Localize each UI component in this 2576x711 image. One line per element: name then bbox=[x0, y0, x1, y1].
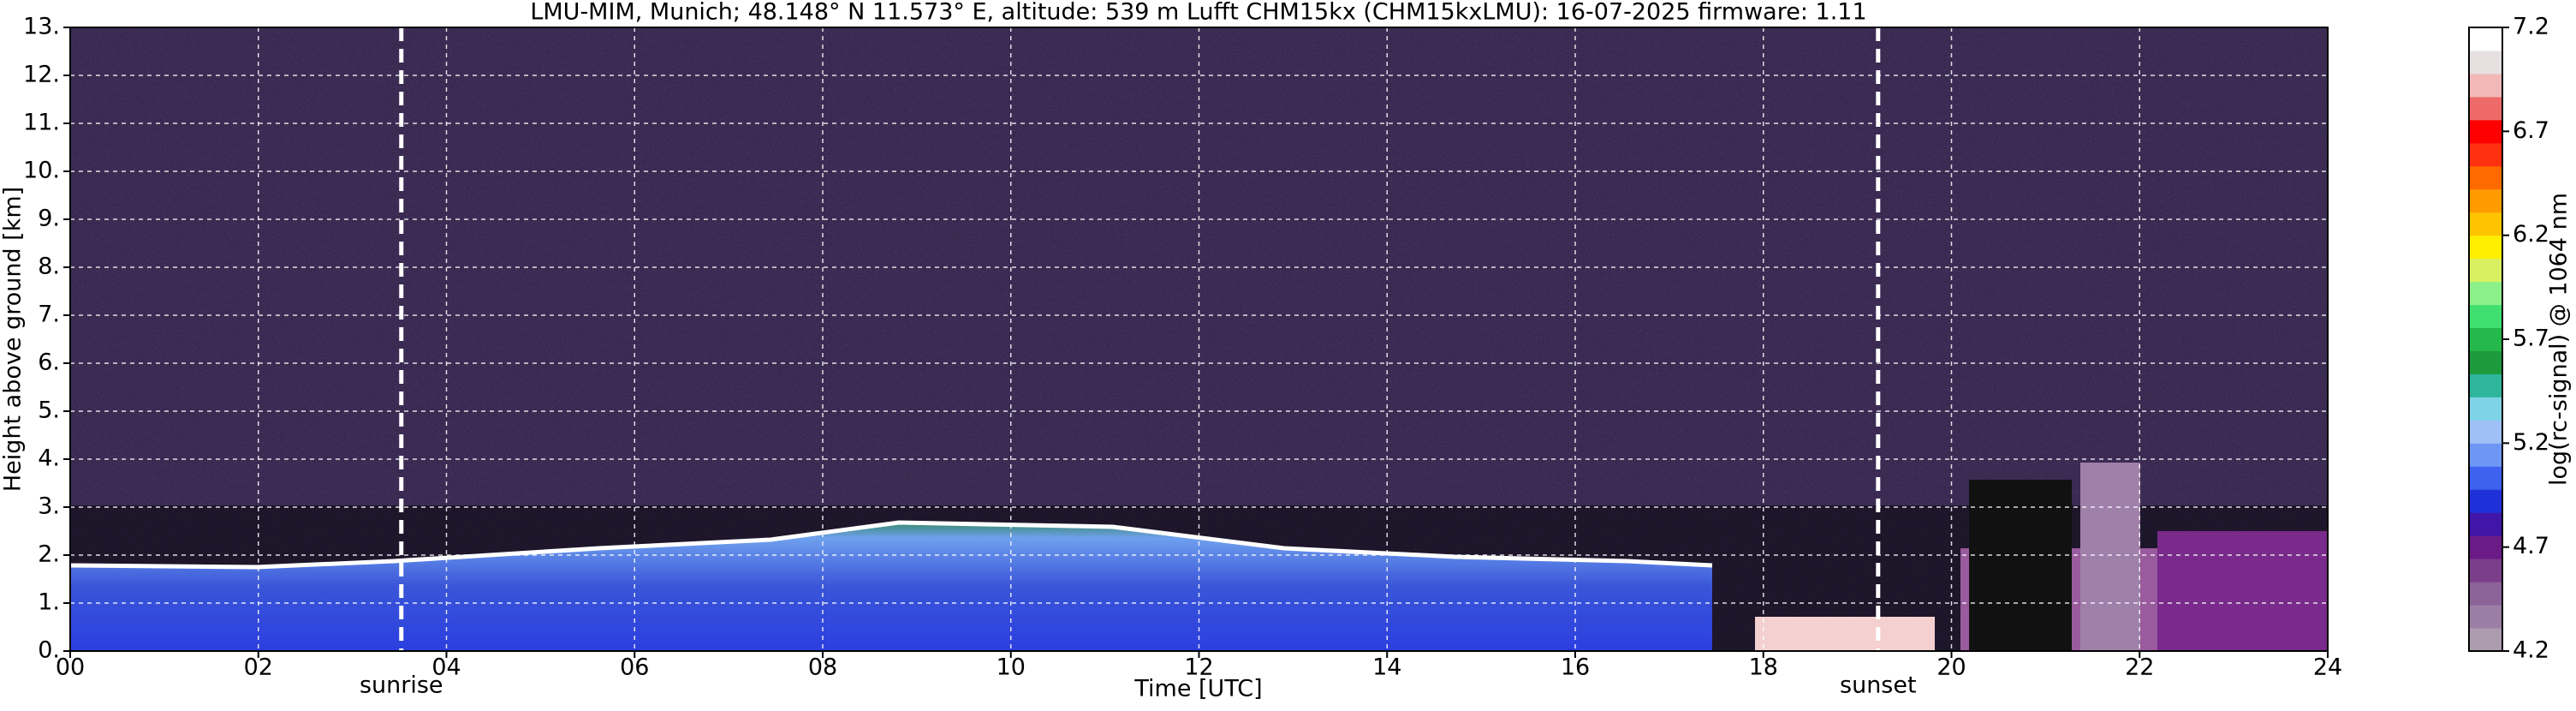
annotation-label: sunset bbox=[1840, 672, 1917, 699]
colorbar-segment bbox=[2469, 466, 2502, 490]
x-tick-label: 16 bbox=[1561, 654, 1590, 681]
colorbar-segment bbox=[2469, 212, 2502, 236]
colorbar-segment bbox=[2469, 27, 2502, 51]
colorbar-segment bbox=[2469, 165, 2502, 190]
colorbar-segment bbox=[2469, 96, 2502, 121]
y-tick-label: 10. bbox=[23, 158, 60, 184]
colorbar-segment bbox=[2469, 512, 2502, 536]
y-tick-label: 3. bbox=[38, 493, 60, 520]
colorbar-segment bbox=[2469, 535, 2502, 559]
y-tick-label: 7. bbox=[38, 302, 60, 328]
y-axis-label: Height above ground [km] bbox=[0, 187, 27, 492]
x-tick-label: 10 bbox=[996, 654, 1026, 681]
y-tick-label: 5. bbox=[38, 397, 60, 424]
y-tick-label: 11. bbox=[23, 110, 60, 136]
colorbar-segment bbox=[2469, 420, 2502, 444]
colorbar-segment bbox=[2469, 582, 2502, 606]
annotation-label: sunrise bbox=[360, 672, 443, 699]
colorbar-segment bbox=[2469, 142, 2502, 167]
x-tick-label: 12 bbox=[1184, 654, 1213, 681]
colorbar-segment bbox=[2469, 188, 2502, 213]
y-tick-label: 1. bbox=[38, 589, 60, 616]
x-tick-label: 20 bbox=[1936, 654, 1966, 681]
colorbar-segment bbox=[2469, 281, 2502, 306]
x-tick-label: 02 bbox=[244, 654, 273, 681]
y-tick-label: 13. bbox=[23, 14, 60, 40]
colorbar-segment bbox=[2469, 605, 2502, 629]
colorbar-segment bbox=[2469, 73, 2502, 98]
colorbar-segment bbox=[2469, 443, 2502, 467]
colorbar-segment bbox=[2469, 628, 2502, 652]
colorbar-segment bbox=[2469, 350, 2502, 374]
colorbar-tick-label: 5.7 bbox=[2513, 326, 2549, 352]
colorbar-tick-label: 7.2 bbox=[2513, 14, 2549, 40]
colorbar-segment bbox=[2469, 397, 2502, 421]
x-tick-label: 00 bbox=[56, 654, 85, 681]
colorbar-segment bbox=[2469, 489, 2502, 513]
x-tick-label: 06 bbox=[620, 654, 649, 681]
colorbar-tick-label: 5.2 bbox=[2513, 429, 2549, 456]
x-tick-label: 08 bbox=[808, 654, 837, 681]
colorbar-tick-label: 4.2 bbox=[2513, 637, 2549, 664]
y-tick-label: 2. bbox=[38, 541, 60, 568]
y-tick-label: 9. bbox=[38, 206, 60, 232]
colorbar-segment bbox=[2469, 119, 2502, 144]
colorbar-segment bbox=[2469, 304, 2502, 329]
colorbar-segment bbox=[2469, 559, 2502, 583]
colorbar-segment bbox=[2469, 373, 2502, 397]
y-tick-label: 4. bbox=[38, 445, 60, 472]
colorbar-segment bbox=[2469, 327, 2502, 351]
plot-frame bbox=[69, 27, 2329, 652]
y-tick-label: 6. bbox=[38, 350, 60, 376]
colorbar-tick-label: 6.2 bbox=[2513, 221, 2549, 248]
x-tick-label: 18 bbox=[1749, 654, 1778, 681]
x-tick-label: 04 bbox=[431, 654, 461, 681]
x-tick-label: 24 bbox=[2313, 654, 2342, 681]
colorbar-label: log(rc-signal) @ 1064 nm bbox=[2546, 193, 2573, 486]
colorbar-tick-label: 6.7 bbox=[2513, 117, 2549, 144]
colorbar-tick-label: 4.7 bbox=[2513, 533, 2549, 559]
x-axis-label: Time [UTC] bbox=[1133, 676, 1262, 702]
y-tick-label: 0. bbox=[38, 637, 60, 664]
x-tick-label: 14 bbox=[1372, 654, 1401, 681]
colorbar-segment bbox=[2469, 235, 2502, 260]
colorbar-segment bbox=[2469, 258, 2502, 283]
colorbar-segment bbox=[2469, 50, 2502, 75]
y-tick-label: 8. bbox=[38, 254, 60, 280]
chart-title: LMU-MIM, Munich; 48.148° N 11.573° E, al… bbox=[530, 0, 1866, 26]
y-tick-label: 12. bbox=[23, 62, 60, 88]
x-tick-label: 22 bbox=[2125, 654, 2154, 681]
